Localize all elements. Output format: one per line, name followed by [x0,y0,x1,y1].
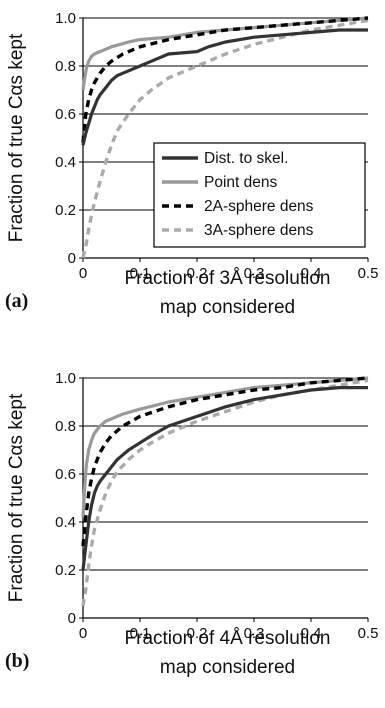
y-tick-label-0: 0 [68,250,76,267]
legend: Dist. to skel. Point dens 2A-sphere dens 3A… [153,142,366,248]
y-tick-label-0: 0 [68,610,76,627]
x-axis-label-line-2: map considered [160,657,295,678]
y-tick-label-2: 0.4 [55,514,76,531]
legend-entry-1: Dist. to skel. [204,150,288,167]
x-tick-label-2: 0.2 [187,625,208,642]
legend-entry-2: Point dens [204,174,277,191]
y-tick-label-5: 1.0 [55,370,76,387]
x-tick-label-1: 0.1 [130,265,151,282]
y-tick-label-4: 0.8 [55,418,76,435]
x-tick-label-5: 0.5 [358,265,379,282]
series-line-dist-to-skel- [81,386,368,571]
legend-box [153,142,366,248]
y-tick-label-3: 0.6 [55,106,76,123]
y-axis-label: Fraction of true Cαs kept [6,393,27,602]
x-tick-label-1: 0.1 [130,625,151,642]
x-axis-label-line-1: Fraction of 4Å resolution [125,628,331,649]
chart-panel-b: 0 0.2 0.4 0.6 0.8 1.0 0 0.1 0.2 0.3 0.4 0.5 Fraction… [5,370,378,678]
x-tick-label-0: 0 [79,625,87,642]
series-line-3a-sphere-dens [81,378,369,607]
series-line-2a-sphere-dens [81,16,369,143]
x-axis-label-line-2: map considered [160,297,295,318]
series-line-dist-to-skel- [81,28,368,146]
x-tick-label-5: 0.5 [358,625,379,642]
x-tick-label-2: 0.2 [187,265,208,282]
y-tick-label-1: 0.2 [55,562,76,579]
chart-panel-a: 0 0.2 0.4 0.6 0.8 1.0 0 0.1 0.2 0.3 0.4 0.5 Fraction… [5,10,378,318]
y-tick-label-4: 0.8 [55,58,76,75]
y-tick-label-2: 0.4 [55,154,76,171]
panel-label: (b) [5,650,29,672]
series-line-2a-sphere-dens [81,376,369,547]
x-tick-label-4: 0.4 [301,625,322,642]
x-tick-label-3: 0.3 [244,625,265,642]
panel-label: (a) [5,290,28,312]
series-line-3a-sphere-dens [81,18,369,259]
y-axis-label: Fraction of true Cαs kept [6,33,27,242]
y-tick-label-1: 0.2 [55,202,76,219]
y-tick-label-5: 1.0 [55,10,76,27]
x-tick-label-4: 0.4 [301,265,322,282]
legend-entry-4: 3A-sphere dens [204,222,314,239]
series-line-point-dens [81,376,369,518]
y-tick-label-3: 0.6 [55,466,76,483]
x-tick-label-0: 0 [79,265,87,282]
x-tick-label-3: 0.3 [244,265,265,282]
x-axis-label-line-1: Fraction of 3Å resolution [125,268,331,289]
legend-entry-3: 2A-sphere dens [204,198,314,215]
